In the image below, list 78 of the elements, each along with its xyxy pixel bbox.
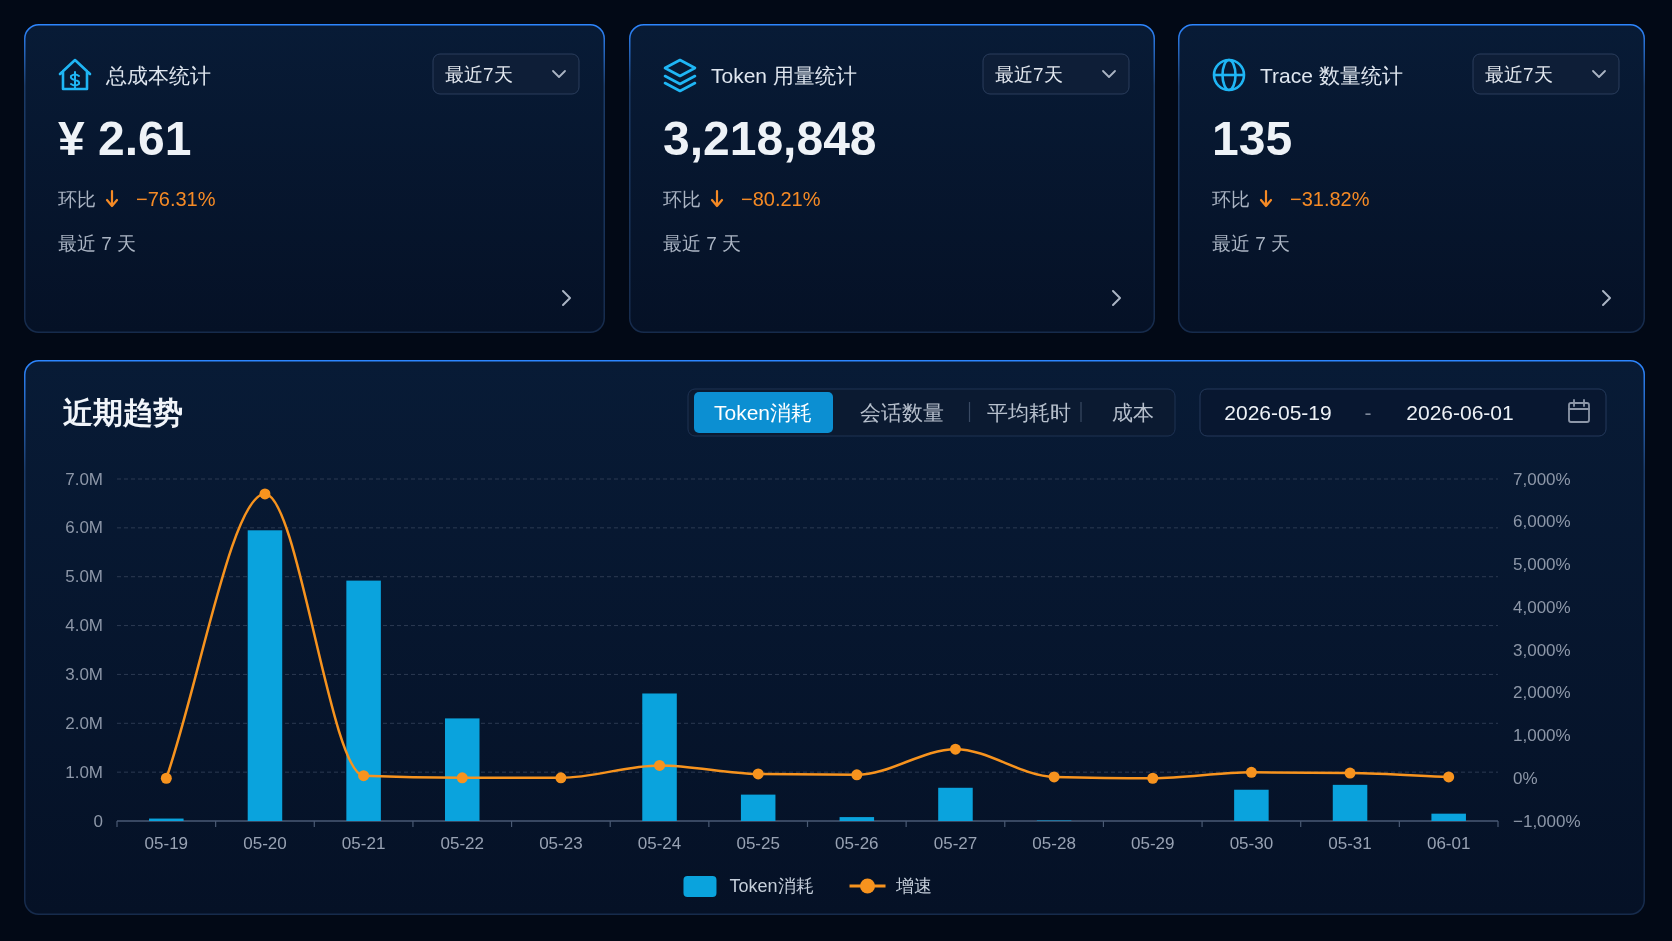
bar <box>1234 789 1269 821</box>
x-tick-label: 05-30 <box>1229 833 1274 853</box>
legend-label: Token消耗 <box>729 876 814 896</box>
y-tick-label: 6.0M <box>65 518 103 538</box>
x-tick-label: 05-19 <box>144 833 189 853</box>
y-tick-label: 2.0M <box>65 713 103 733</box>
x-tick-label: 05-26 <box>835 833 879 853</box>
text: ¥ 2.61 <box>58 111 192 165</box>
point <box>1147 772 1159 784</box>
point <box>1048 771 1060 783</box>
y-tick-label: 7.0M <box>65 469 103 489</box>
text: 总成本统计 <box>105 63 211 87</box>
point <box>752 768 764 780</box>
text: Trace 数量统计 <box>1260 63 1403 87</box>
point <box>949 743 961 755</box>
text: 135 <box>1212 111 1293 165</box>
y-tick-label: 5.0M <box>65 567 103 587</box>
x-tick-label: 06-01 <box>1426 833 1471 853</box>
y2-tick-label: −1,000% <box>1513 811 1581 831</box>
text: 最近 7 天 <box>663 232 742 254</box>
text: 最近 7 天 <box>58 232 137 254</box>
dropdown: 最近7天 <box>982 53 1130 95</box>
y2-tick-label: 4,000% <box>1513 597 1571 617</box>
date-range-picker: 2026-05-19 - 2026-06-01 <box>1199 388 1607 437</box>
dropdown: 最近7天 <box>1472 53 1620 95</box>
point <box>555 772 567 784</box>
point <box>358 770 370 782</box>
dropdown: 最近7天 <box>432 53 580 95</box>
point <box>654 759 666 771</box>
x-tick-label: 05-22 <box>440 833 484 853</box>
point <box>1344 767 1356 779</box>
bar <box>938 787 973 821</box>
y-tick-label: 1.0M <box>65 762 103 782</box>
bar <box>444 718 480 821</box>
y2-tick-label: 2,000% <box>1513 683 1571 703</box>
y-tick-label: 3.0M <box>65 664 103 684</box>
text: 环比 <box>58 188 96 210</box>
x-tick-label: 05-24 <box>637 833 682 853</box>
y-tick-label: 4.0M <box>65 616 103 636</box>
y-tick-label: 0 <box>93 811 103 831</box>
x-tick-label: 05-27 <box>933 833 978 853</box>
y2-tick-label: 5,000% <box>1513 555 1571 574</box>
y2-tick-label: 7,000% <box>1513 469 1571 489</box>
x-tick-label: 05-25 <box>736 833 780 853</box>
text: −31.82% <box>1290 188 1370 210</box>
text: −80.21% <box>741 188 821 210</box>
text: Token 用量统计 <box>711 63 857 87</box>
y2-tick-label: 6,000% <box>1513 512 1571 532</box>
x-tick-label: 05-21 <box>341 833 386 853</box>
x-tick-label: 05-20 <box>243 833 287 853</box>
text: 最近 7 天 <box>1212 232 1291 254</box>
bar <box>247 530 283 821</box>
bar <box>346 580 381 821</box>
x-tick-label: 05-23 <box>539 833 583 853</box>
point <box>851 769 863 781</box>
x-tick-label: 05-28 <box>1032 833 1076 853</box>
bar <box>740 794 776 821</box>
bar <box>1431 813 1466 821</box>
legend-label: 增速 <box>894 876 932 896</box>
tab-switch: Token消耗 会话数量 平均耗时 成本 <box>687 388 1176 437</box>
text: 环比 <box>1212 188 1250 210</box>
y2-tick-label: 0% <box>1513 768 1538 788</box>
bar <box>1332 784 1368 821</box>
text: 3,218,848 <box>663 111 877 165</box>
point <box>1443 771 1455 783</box>
point <box>456 772 468 784</box>
text: −76.31% <box>136 188 216 210</box>
text: 环比 <box>663 188 701 210</box>
y2-tick-label: 1,000% <box>1513 726 1571 745</box>
x-tick-label: 05-29 <box>1131 833 1175 853</box>
chart-title: 近期趋势 <box>63 395 183 429</box>
bar <box>839 817 875 821</box>
point <box>259 488 271 500</box>
point <box>1245 766 1257 778</box>
x-tick-label: 05-31 <box>1328 833 1372 853</box>
bar <box>642 693 677 821</box>
y2-tick-label: 3,000% <box>1513 640 1571 660</box>
point <box>160 772 172 784</box>
